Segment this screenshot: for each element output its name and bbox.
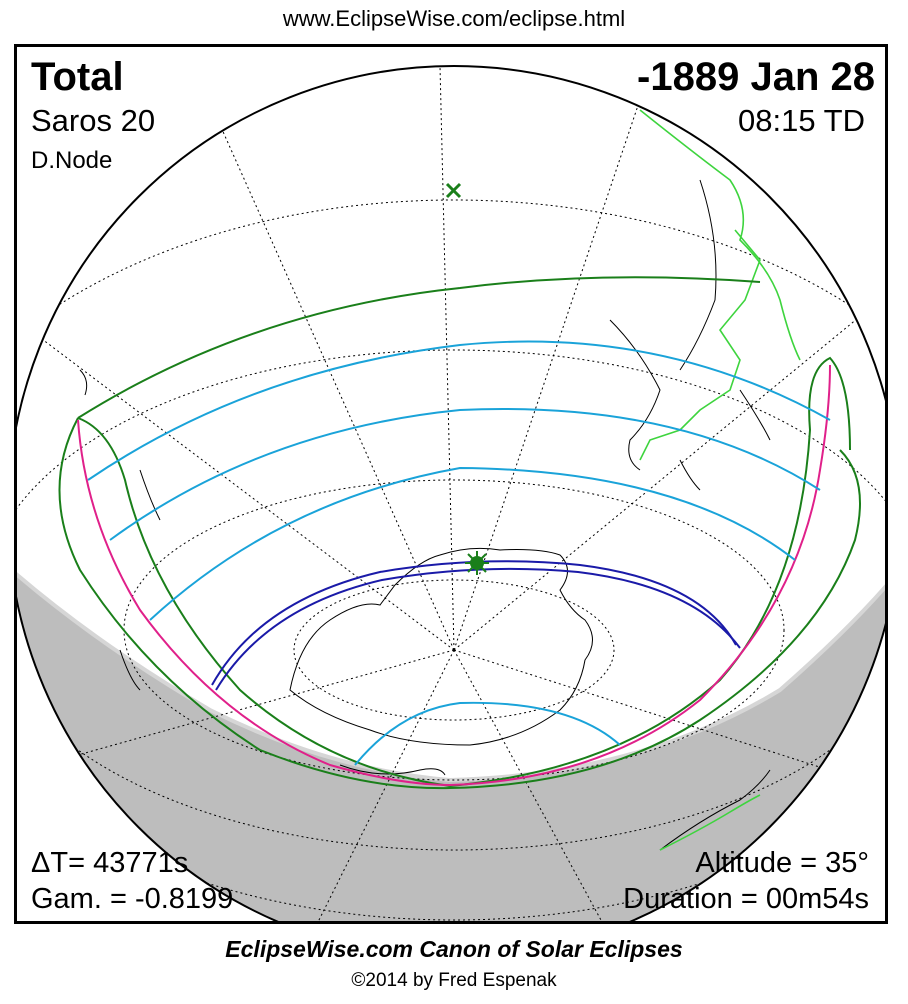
- twilight-band: [17, 558, 885, 783]
- coast-fragment: [659, 769, 771, 851]
- totality-south-limit: [215, 567, 741, 691]
- subsolar-point-marker: [445, 182, 462, 199]
- source-url: www.EclipseWise.com/eclipse.html: [282, 6, 626, 31]
- eclipse-time: 08:15 TD: [738, 103, 865, 138]
- copyright-credit: ©2014 by Fred Espenak: [351, 970, 557, 991]
- eclipse-map-frame: Total -1889 Jan 28 Saros 20 08:15 TD D.N…: [14, 44, 888, 924]
- outer-penumbral-limit: [77, 276, 761, 419]
- magnitude-line-3: [149, 466, 796, 621]
- delta-t: ΔT= 43771s: [31, 847, 189, 879]
- eclipse-date: -1889 Jan 28: [637, 55, 875, 99]
- coastlines: [79, 179, 771, 851]
- saros-number: Saros 20: [31, 103, 156, 138]
- canon-title: EclipseWise.com Canon of Solar Eclipses: [225, 936, 683, 962]
- sun-altitude: Altitude = 35°: [695, 847, 869, 879]
- totality-duration: Duration = 00m54s: [623, 883, 869, 915]
- coast-fragment: [679, 179, 717, 371]
- coast-fragment: [79, 369, 161, 691]
- border-south-east: [659, 794, 761, 851]
- penumbral-limit-right-inner: [449, 356, 851, 787]
- sunrise-curve: [77, 419, 451, 786]
- globe-outline: [17, 65, 885, 921]
- coast-fragment: [679, 389, 771, 491]
- magnitude-line-4: [354, 701, 621, 766]
- gamma-value: Gam. = -0.8199: [31, 883, 234, 915]
- magnitude-line-2: [109, 408, 821, 541]
- graticule: [17, 66, 885, 921]
- penumbral-limit-left-loop: [58, 417, 861, 790]
- border-north-east: [639, 109, 801, 461]
- coast-fragment: [339, 764, 446, 776]
- eclipse-type: Total: [31, 55, 124, 99]
- penumbral-limit-left-inner: [77, 417, 451, 787]
- partial-magnitude-lines: [87, 340, 831, 766]
- night-side-shade: [17, 560, 885, 921]
- green-land-borders: [639, 109, 801, 851]
- antarctica-coast: [289, 547, 593, 746]
- lunar-node: D.Node: [31, 147, 113, 174]
- globe-disc: [17, 66, 885, 921]
- sunset-curve: [449, 364, 831, 786]
- greatest-eclipse-marker: [465, 551, 489, 575]
- orthographic-globe-map: [17, 65, 885, 921]
- magnitude-line-1: [87, 340, 831, 481]
- coast-fragment: [609, 319, 661, 471]
